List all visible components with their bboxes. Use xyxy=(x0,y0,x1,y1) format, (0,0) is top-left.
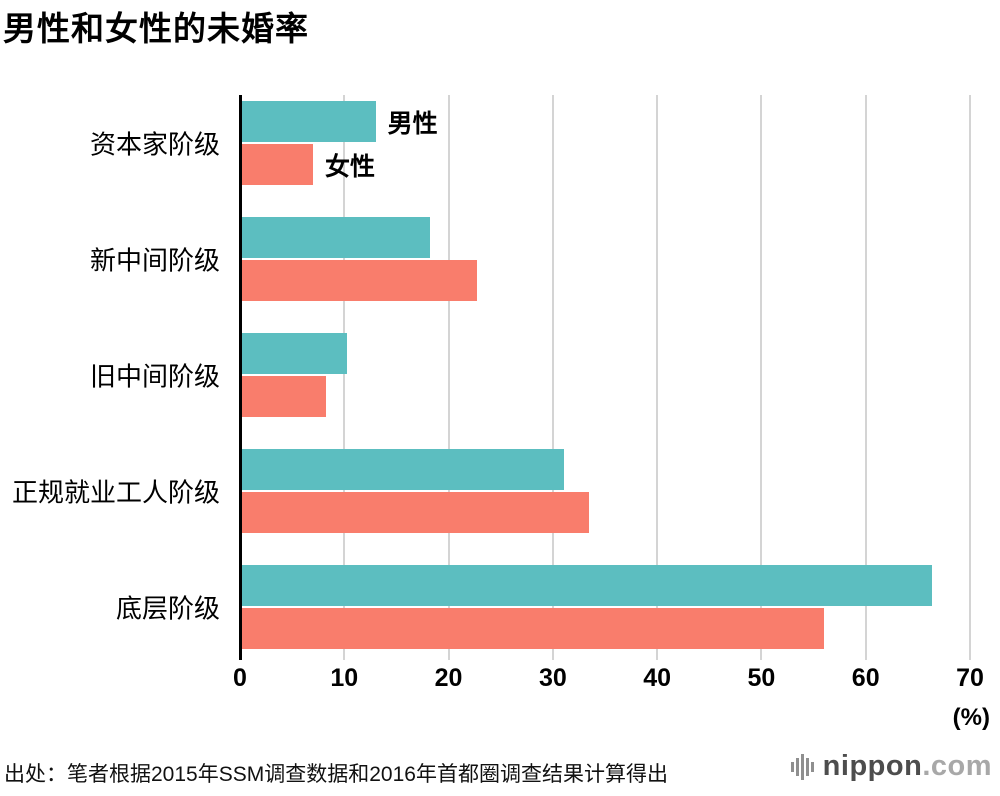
category-label-3: 正规就业工人阶级 xyxy=(11,477,220,508)
x-tick-20: 20 xyxy=(434,664,463,692)
bar-male-3 xyxy=(240,449,565,490)
logo-suffix: .com xyxy=(922,750,992,782)
legend-male: 男性 xyxy=(387,109,438,138)
bar-male-4 xyxy=(240,565,933,606)
x-tick-30: 30 xyxy=(538,664,567,692)
gridline-10 xyxy=(343,95,346,660)
bar-female-2 xyxy=(240,376,326,417)
nippon-logo-icon xyxy=(790,753,814,780)
category-label-1: 新中间阶级 xyxy=(89,245,220,276)
nippon-logo: nippon.com xyxy=(790,750,992,783)
gridline-40 xyxy=(656,95,659,660)
axis-unit-label: (%) xyxy=(952,704,990,731)
bar-male-0 xyxy=(240,101,376,142)
bar-female-4 xyxy=(240,608,824,649)
gridline-60 xyxy=(864,95,867,660)
bar-female-3 xyxy=(240,492,590,533)
bar-male-2 xyxy=(240,333,348,374)
logo-wordmark: nippon.com xyxy=(823,750,992,783)
x-axis: 0 10 20 30 40 50 60 70 xyxy=(233,664,984,696)
gridline-70 xyxy=(969,95,971,660)
gridline-30 xyxy=(551,95,554,660)
plot-area: 男性 女性 xyxy=(239,95,971,660)
bar-female-0 xyxy=(240,144,313,185)
gridline-50 xyxy=(760,95,763,660)
logo-name: nippon xyxy=(822,750,923,782)
y-axis-line xyxy=(239,95,242,660)
x-tick-60: 60 xyxy=(851,664,880,692)
x-tick-10: 10 xyxy=(330,664,359,692)
x-tick-0: 0 xyxy=(233,664,247,692)
legend-female: 女性 xyxy=(325,152,376,181)
bar-female-1 xyxy=(240,260,477,301)
gridline-20 xyxy=(447,95,450,660)
category-label-4: 底层阶级 xyxy=(115,593,220,624)
x-tick-40: 40 xyxy=(643,664,672,692)
bar-male-1 xyxy=(240,217,430,258)
x-tick-70: 70 xyxy=(956,664,984,692)
x-tick-50: 50 xyxy=(747,664,776,692)
category-labels: 资本家阶级新中间阶级旧中间阶级正规就业工人阶级底层阶级 xyxy=(0,95,230,660)
category-label-0: 资本家阶级 xyxy=(89,129,220,160)
source-note: 出处：笔者根据2015年SSM调查数据和2016年首都圈调查结果计算得出 xyxy=(4,763,668,786)
chart-title: 男性和女性的未婚率 xyxy=(3,10,309,47)
category-label-2: 旧中间阶级 xyxy=(89,361,220,392)
